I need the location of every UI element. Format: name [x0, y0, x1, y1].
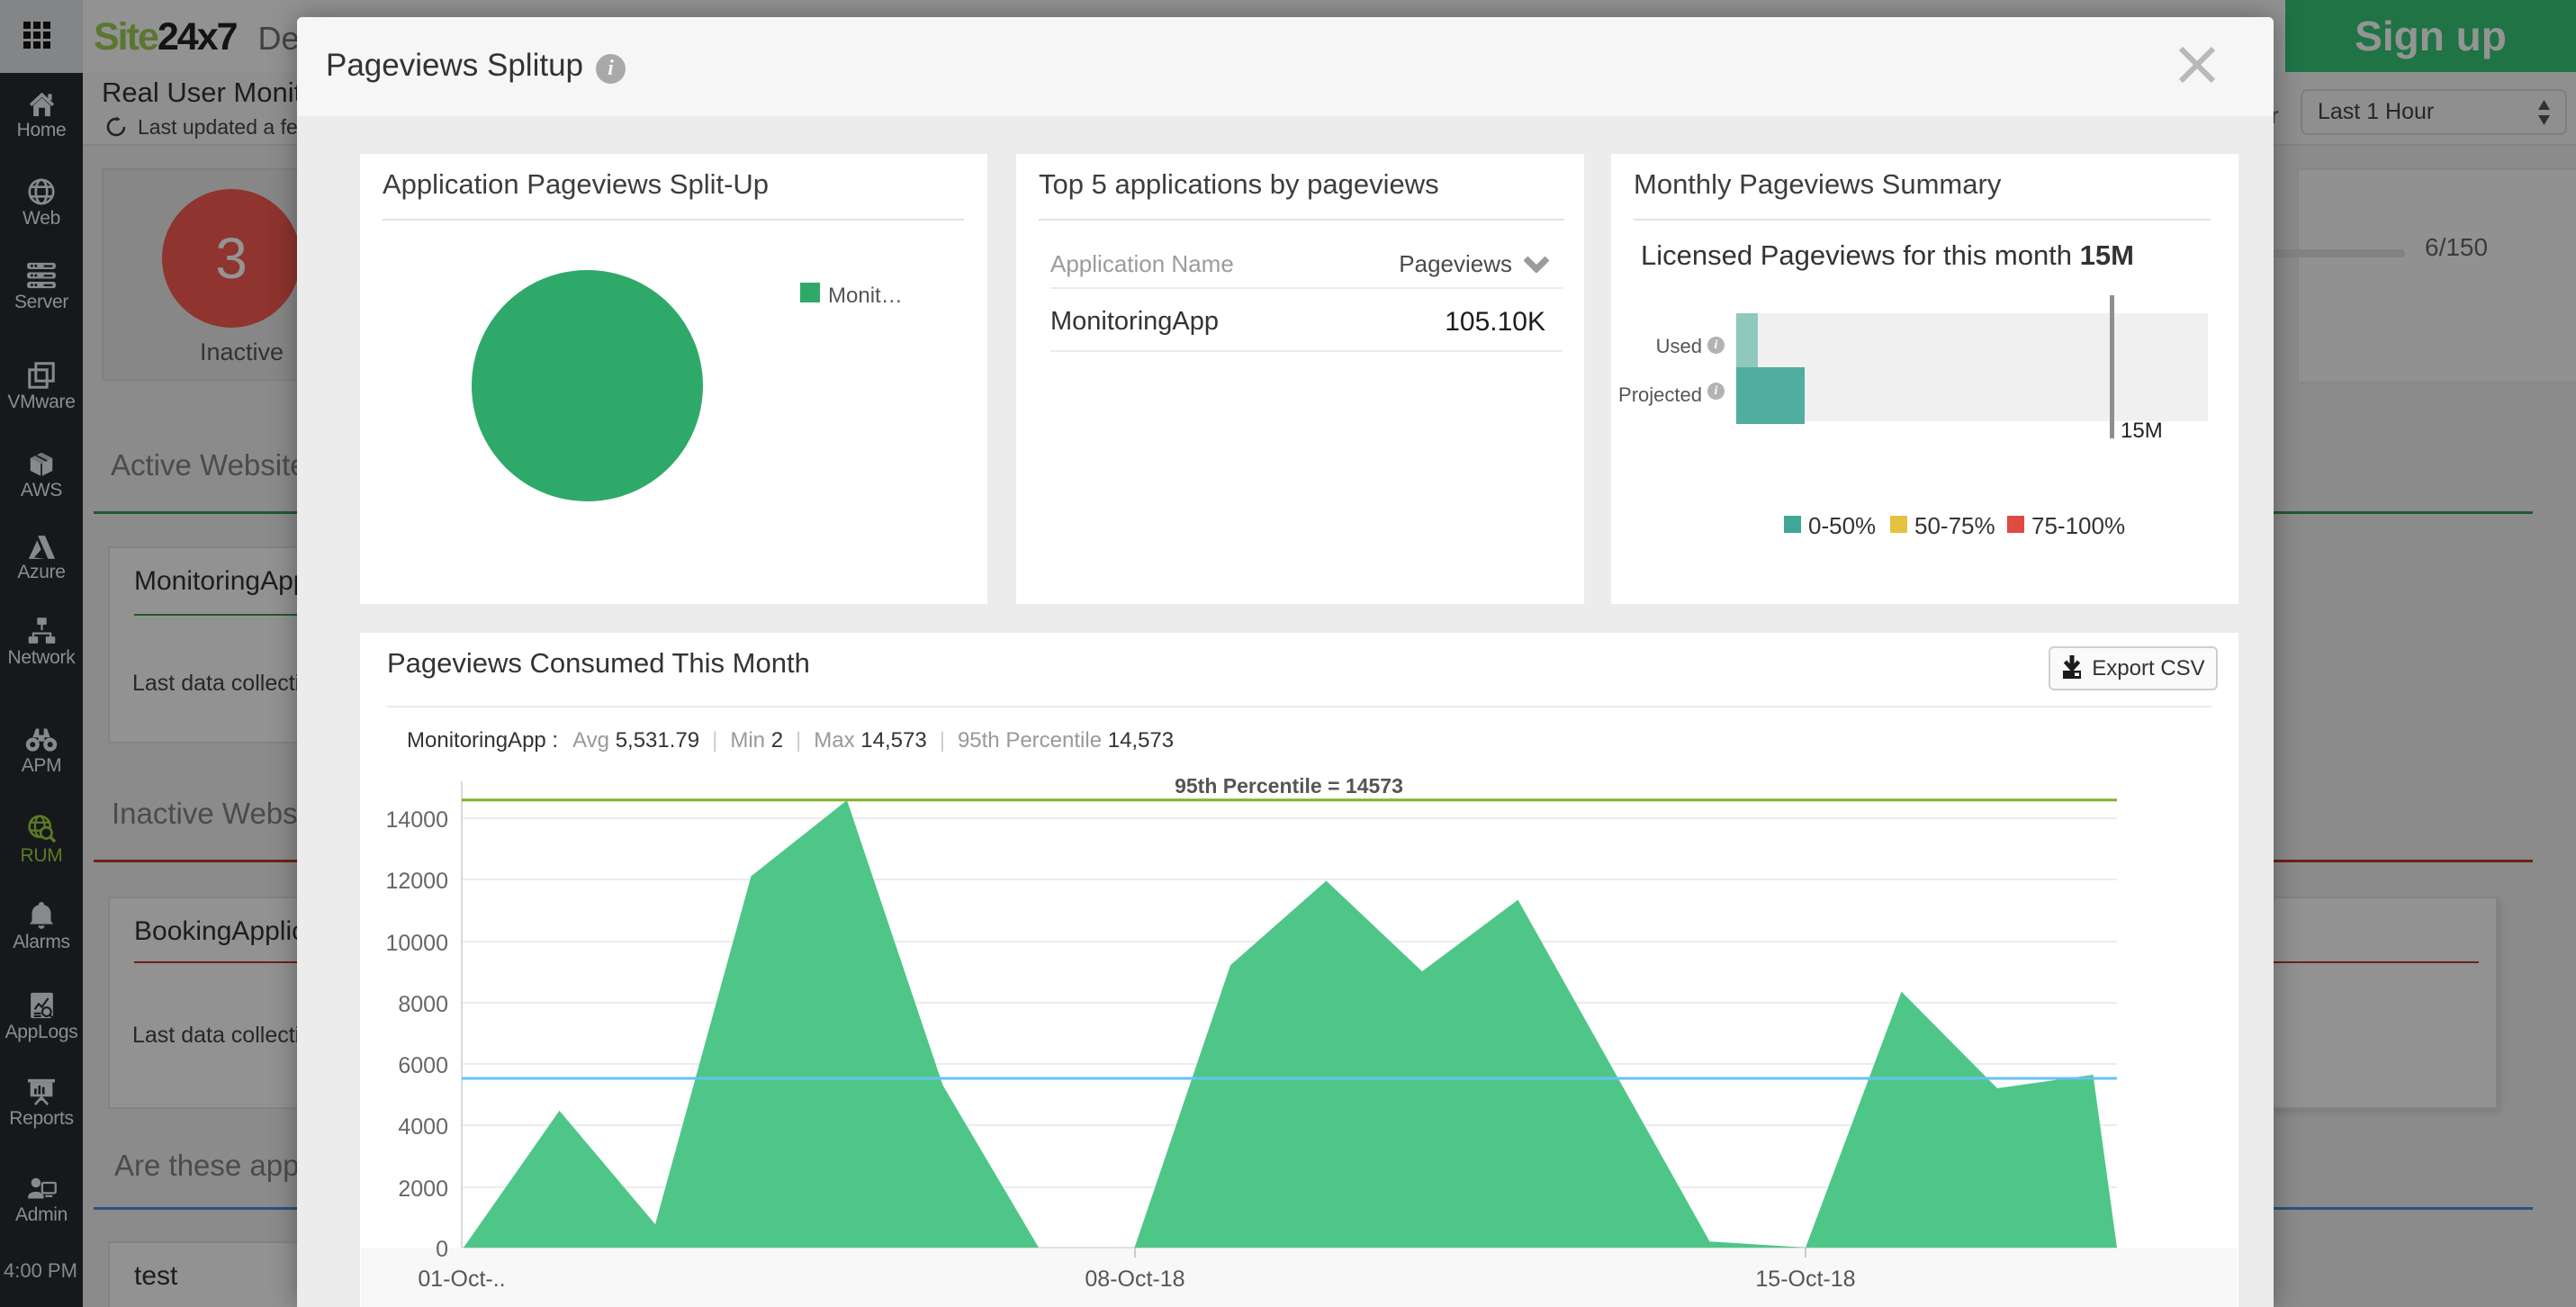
- svg-text:95th Percentile = 14573: 95th Percentile = 14573: [1175, 774, 1403, 798]
- svg-text:12000: 12000: [385, 869, 448, 894]
- svg-text:08-Oct-18: 08-Oct-18: [1085, 1266, 1184, 1292]
- svg-text:6000: 6000: [398, 1053, 448, 1078]
- svg-text:8000: 8000: [398, 992, 448, 1017]
- svg-text:10000: 10000: [385, 931, 448, 956]
- svg-text:2000: 2000: [398, 1176, 448, 1202]
- svg-text:15-Oct-18: 15-Oct-18: [1755, 1266, 1855, 1292]
- svg-text:01-Oct-..: 01-Oct-..: [418, 1266, 505, 1292]
- svg-text:0: 0: [436, 1237, 448, 1262]
- svg-text:4000: 4000: [398, 1114, 448, 1140]
- svg-text:14000: 14000: [385, 807, 448, 833]
